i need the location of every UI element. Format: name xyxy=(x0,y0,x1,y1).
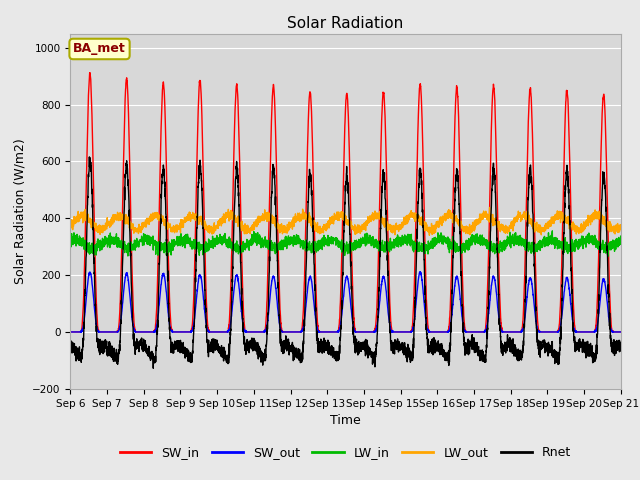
Rnet xyxy=(149,365,157,371)
LW_out xyxy=(220,213,228,219)
Rnet xyxy=(617,345,625,350)
SW_out xyxy=(616,329,624,335)
Rnet xyxy=(185,348,193,354)
LW_out xyxy=(67,221,74,227)
SW_out xyxy=(409,326,417,332)
LW_out xyxy=(184,217,192,223)
SW_in xyxy=(616,329,624,335)
LW_in xyxy=(564,248,572,253)
LW_in xyxy=(617,238,625,243)
SW_in xyxy=(564,111,572,117)
Line: SW_out: SW_out xyxy=(70,272,621,332)
LW_out xyxy=(426,232,433,238)
Legend: SW_in, SW_out, LW_in, LW_out, Rnet: SW_in, SW_out, LW_in, LW_out, Rnet xyxy=(115,441,576,464)
SW_in xyxy=(184,329,192,335)
SW_out xyxy=(220,329,228,335)
SW_in xyxy=(67,329,74,335)
LW_in xyxy=(220,234,228,240)
LW_in xyxy=(67,240,74,246)
SW_in xyxy=(409,317,417,323)
LW_in xyxy=(399,240,407,245)
Rnet xyxy=(617,340,625,346)
Rnet xyxy=(565,186,573,192)
SW_in xyxy=(399,329,407,335)
SW_in xyxy=(617,329,625,335)
Rnet xyxy=(221,346,228,351)
LW_in xyxy=(604,253,612,259)
Rnet xyxy=(86,154,93,160)
SW_in xyxy=(86,70,94,76)
Line: Rnet: Rnet xyxy=(70,157,621,368)
SW_out xyxy=(617,329,625,335)
SW_out xyxy=(564,281,572,287)
LW_in xyxy=(409,240,417,246)
SW_out xyxy=(67,329,74,335)
Rnet xyxy=(67,349,74,355)
Rnet xyxy=(409,355,417,361)
LW_out xyxy=(565,221,573,227)
LW_in xyxy=(617,233,625,239)
SW_out xyxy=(399,329,407,335)
Line: LW_in: LW_in xyxy=(70,231,621,256)
LW_out xyxy=(399,219,407,225)
SW_in xyxy=(220,329,228,335)
LW_out xyxy=(617,222,625,228)
SW_out xyxy=(184,329,192,335)
Line: LW_out: LW_out xyxy=(70,207,621,235)
SW_out xyxy=(417,269,424,275)
LW_in xyxy=(184,238,192,244)
LW_in xyxy=(548,228,556,234)
Text: BA_met: BA_met xyxy=(73,42,126,56)
LW_out xyxy=(409,210,417,216)
X-axis label: Time: Time xyxy=(330,414,361,427)
LW_out xyxy=(617,222,625,228)
LW_out xyxy=(486,204,493,210)
Title: Solar Radiation: Solar Radiation xyxy=(287,16,404,31)
Line: SW_in: SW_in xyxy=(70,73,621,332)
Y-axis label: Solar Radiation (W/m2): Solar Radiation (W/m2) xyxy=(13,138,27,284)
Rnet xyxy=(399,346,407,351)
